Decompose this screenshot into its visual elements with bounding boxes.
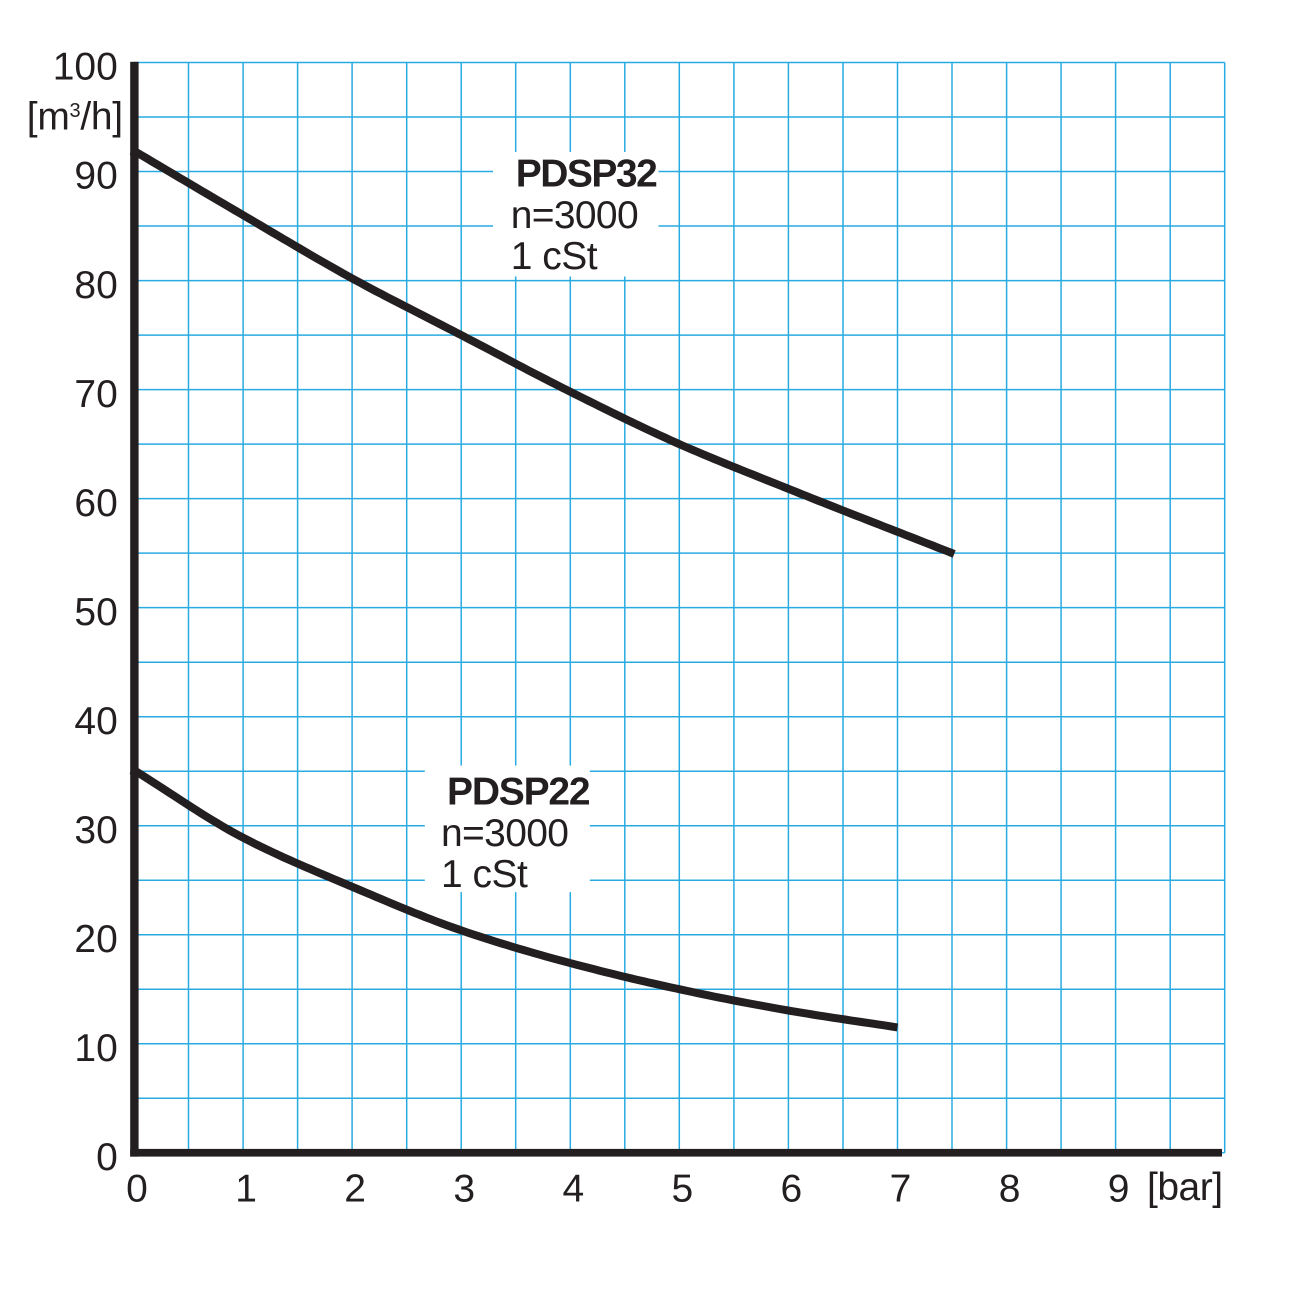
svg-text:20: 20: [74, 918, 117, 961]
svg-text:4: 4: [562, 1168, 584, 1211]
svg-text:7: 7: [890, 1168, 912, 1211]
svg-text:[m3/h]: [m3/h]: [27, 96, 123, 139]
svg-text:[bar]: [bar]: [1147, 1166, 1223, 1209]
svg-text:30: 30: [74, 809, 117, 852]
svg-text:n=3000: n=3000: [441, 812, 568, 855]
svg-text:0: 0: [96, 1136, 118, 1179]
svg-text:1 cSt: 1 cSt: [511, 235, 598, 278]
svg-text:3: 3: [453, 1168, 475, 1211]
svg-text:5: 5: [671, 1168, 693, 1211]
svg-text:2: 2: [344, 1168, 366, 1211]
svg-text:100: 100: [53, 46, 118, 89]
svg-text:0: 0: [126, 1168, 148, 1211]
svg-text:9: 9: [1108, 1168, 1130, 1211]
svg-text:6: 6: [781, 1168, 803, 1211]
svg-text:80: 80: [74, 264, 117, 307]
svg-text:PDSP32: PDSP32: [516, 153, 657, 196]
svg-text:50: 50: [74, 591, 117, 634]
svg-text:10: 10: [74, 1027, 117, 1070]
svg-text:40: 40: [74, 700, 117, 743]
svg-text:PDSP22: PDSP22: [447, 771, 590, 814]
svg-text:60: 60: [74, 482, 117, 525]
svg-text:8: 8: [999, 1168, 1021, 1211]
svg-text:1: 1: [235, 1168, 257, 1211]
svg-text:70: 70: [74, 373, 117, 416]
svg-text:1 cSt: 1 cSt: [441, 853, 528, 896]
svg-text:90: 90: [74, 155, 117, 198]
svg-text:n=3000: n=3000: [511, 194, 638, 237]
